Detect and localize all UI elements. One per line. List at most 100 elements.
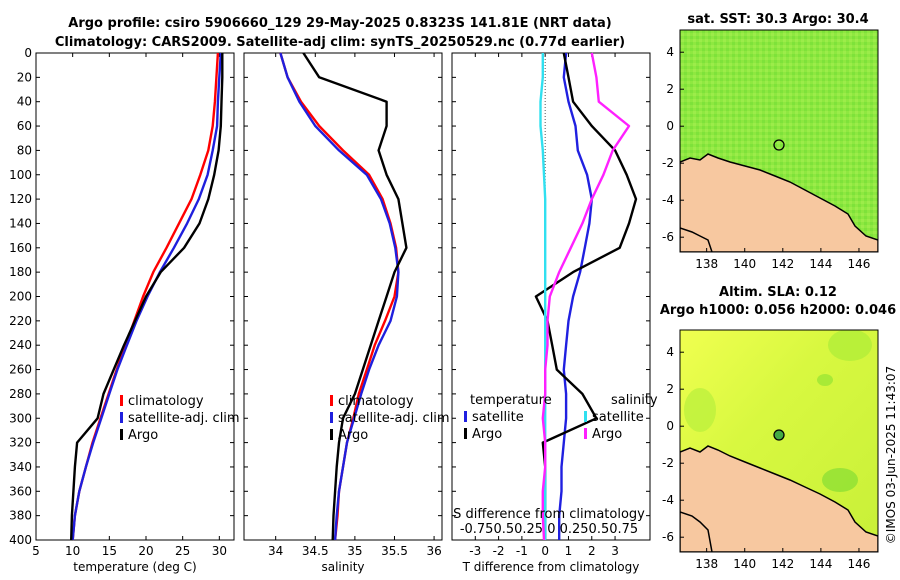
temperature-xlabel: temperature (deg C) bbox=[73, 560, 196, 574]
sst-land-mass bbox=[680, 153, 878, 252]
salinity-xtick-label: 34.5 bbox=[302, 544, 329, 558]
depth-tick-label: 400 bbox=[9, 533, 32, 547]
sst_map-lat-tick-label: 0 bbox=[666, 119, 674, 133]
sla_map-lat-tick-label: 2 bbox=[666, 382, 674, 396]
depth-tick-label: 240 bbox=[9, 338, 32, 352]
sst_map-lon-tick-label: 146 bbox=[848, 257, 871, 271]
salinity-xlabel: salinity bbox=[321, 560, 364, 574]
depth-tick-label: 140 bbox=[9, 216, 32, 230]
figure-title-line2: Climatology: CARS2009. Satellite-adj cli… bbox=[55, 35, 625, 50]
sla-map-title-line1: Altim. SLA: 0.12 bbox=[719, 285, 837, 300]
sst-argo-marker bbox=[773, 139, 785, 151]
temperature-legend-label: climatology bbox=[128, 394, 204, 409]
salinity-legend-label: Argo bbox=[338, 428, 368, 443]
depth-tick-label: 380 bbox=[9, 509, 32, 523]
differences-xlabel: T difference from climatology bbox=[462, 560, 640, 574]
sst_map-lat-tick-label: -2 bbox=[662, 156, 674, 170]
depth-tick-label: 280 bbox=[9, 387, 32, 401]
diff-legend-swatch bbox=[584, 411, 587, 422]
sla_map-lat-tick-label: -4 bbox=[662, 493, 674, 507]
depth-tick-label: 340 bbox=[9, 460, 32, 474]
figure-title-line1: Argo profile: csiro 5906660_129 29-May-2… bbox=[68, 16, 611, 31]
differences-xtick-label: -2 bbox=[493, 544, 505, 558]
depth-tick-label: 200 bbox=[9, 290, 32, 304]
sla_map-lat-tick-label: -6 bbox=[662, 530, 674, 544]
sst-map-frame bbox=[679, 29, 879, 253]
series-satellite-adj-clim bbox=[279, 52, 400, 541]
depth-tick-label: 360 bbox=[9, 484, 32, 498]
timestamp: ©IMOS 03-Jun-2025 11:43:07 bbox=[884, 366, 898, 544]
sla_map-lon-tick-label: 144 bbox=[809, 557, 832, 571]
sst_map-lon-tick-label: 144 bbox=[809, 257, 832, 271]
sst-land-mass-sw bbox=[680, 227, 713, 252]
differences-xtick-label: 0 bbox=[541, 544, 549, 558]
salinity-axis-title: S difference from climatology bbox=[453, 507, 645, 522]
diff-legend-swatch bbox=[584, 428, 587, 439]
depth-tick-label: 40 bbox=[17, 95, 32, 109]
sla_map-lat-tick-label: 0 bbox=[666, 419, 674, 433]
diff-legend-label: Argo bbox=[592, 427, 622, 442]
legend-temperature-heading: temperature bbox=[470, 393, 552, 408]
depth-tick-label: 320 bbox=[9, 436, 32, 450]
legend-salinity-heading: salinity bbox=[611, 393, 658, 408]
sst_map-lon-tick-label: 138 bbox=[695, 257, 718, 271]
depth-tick-label: 80 bbox=[17, 143, 32, 157]
depth-tick-label: 300 bbox=[9, 411, 32, 425]
temperature-frame bbox=[35, 52, 235, 541]
series-argo bbox=[70, 53, 224, 541]
differences-xtick-label: 3 bbox=[611, 544, 619, 558]
sla-argo-marker bbox=[773, 429, 785, 441]
sst_map-lat-tick-label: 4 bbox=[666, 45, 674, 59]
depth-tick-label: 60 bbox=[17, 119, 32, 133]
sst_map-lon-tick-label: 140 bbox=[733, 257, 756, 271]
sst_map-lat-tick-label: 2 bbox=[666, 82, 674, 96]
sst_map-lon-tick-label: 142 bbox=[771, 257, 794, 271]
temperature-legend-label: satellite-adj. clim bbox=[128, 411, 240, 426]
differences-xtick-label: 2 bbox=[588, 544, 596, 558]
sla_map-lon-tick-label: 140 bbox=[733, 557, 756, 571]
temperature-legend-swatch bbox=[120, 395, 123, 406]
sst-map-panel: sat. SST: 30.3 Argo: 30.4 138 140 142 144 14… bbox=[662, 12, 879, 271]
depth-tick-label: 100 bbox=[9, 168, 32, 182]
salinity-xtick-label: 34 bbox=[268, 544, 283, 558]
temperature-legend-label: Argo bbox=[128, 428, 158, 443]
differences-xtick-label: 1 bbox=[565, 544, 573, 558]
depth-tick-label: 120 bbox=[9, 192, 32, 206]
salinity-legend-swatch bbox=[330, 395, 333, 406]
sla_map-lon-tick-label: 142 bbox=[771, 557, 794, 571]
sla_map-lat-tick-label: 4 bbox=[666, 345, 674, 359]
depth-tick-label: 0 bbox=[24, 46, 32, 60]
differences-xtick-label: -3 bbox=[469, 544, 481, 558]
differences-xtick-label: -1 bbox=[516, 544, 528, 558]
sla-map-panel: Altim. SLA: 0.12 Argo h1000: 0.056 h2000… bbox=[660, 285, 896, 571]
temperature-xtick-label: 5 bbox=[32, 544, 40, 558]
sst_map-lat-tick-label: -6 bbox=[662, 230, 674, 244]
temperature-xtick-label: 10 bbox=[65, 544, 80, 558]
sla-map-frame bbox=[679, 329, 879, 553]
temperature-xtick-label: 20 bbox=[138, 544, 153, 558]
sla-land-mass-sw bbox=[680, 511, 713, 552]
temperature-legend-swatch bbox=[120, 412, 123, 423]
salinity-xtick-label: 35 bbox=[347, 544, 362, 558]
temperature-profile-panel: 5 10 15 20 25 3002040608010012014016018020022… bbox=[9, 46, 240, 574]
diff-legend-label: satellite bbox=[592, 410, 644, 425]
salinity-legend-swatch bbox=[330, 412, 333, 423]
depth-tick-label: 260 bbox=[9, 363, 32, 377]
sla-land-mass bbox=[680, 445, 878, 552]
salinity-legend-swatch bbox=[330, 429, 333, 440]
temperature-xtick-label: 25 bbox=[175, 544, 190, 558]
depth-tick-label: 180 bbox=[9, 265, 32, 279]
diff-legend-swatch bbox=[464, 428, 467, 439]
salinity-xtick-label: 36 bbox=[426, 544, 441, 558]
salinity-axis-ticks: -0.750.50.25 0 0.250.50.75 bbox=[460, 522, 638, 537]
depth-tick-label: 160 bbox=[9, 241, 32, 255]
sst-map-axes: 138 140 142 144 146 4 2 0 -2 -4 -6 bbox=[662, 45, 870, 271]
difference-profile-panel: -3 -2 -1 0 1 2 3 T difference from climatology t… bbox=[451, 52, 658, 574]
temperature-legend-swatch bbox=[120, 429, 123, 440]
series-s-argo bbox=[541, 52, 631, 541]
sla-map-axes: 138 140 142 144 146 4 2 0 -2 -4 -6 bbox=[662, 345, 870, 571]
diff-legend-swatch bbox=[464, 411, 467, 422]
salinity-xtick-label: 35.5 bbox=[381, 544, 408, 558]
sst-map-title: sat. SST: 30.3 Argo: 30.4 bbox=[687, 12, 868, 27]
